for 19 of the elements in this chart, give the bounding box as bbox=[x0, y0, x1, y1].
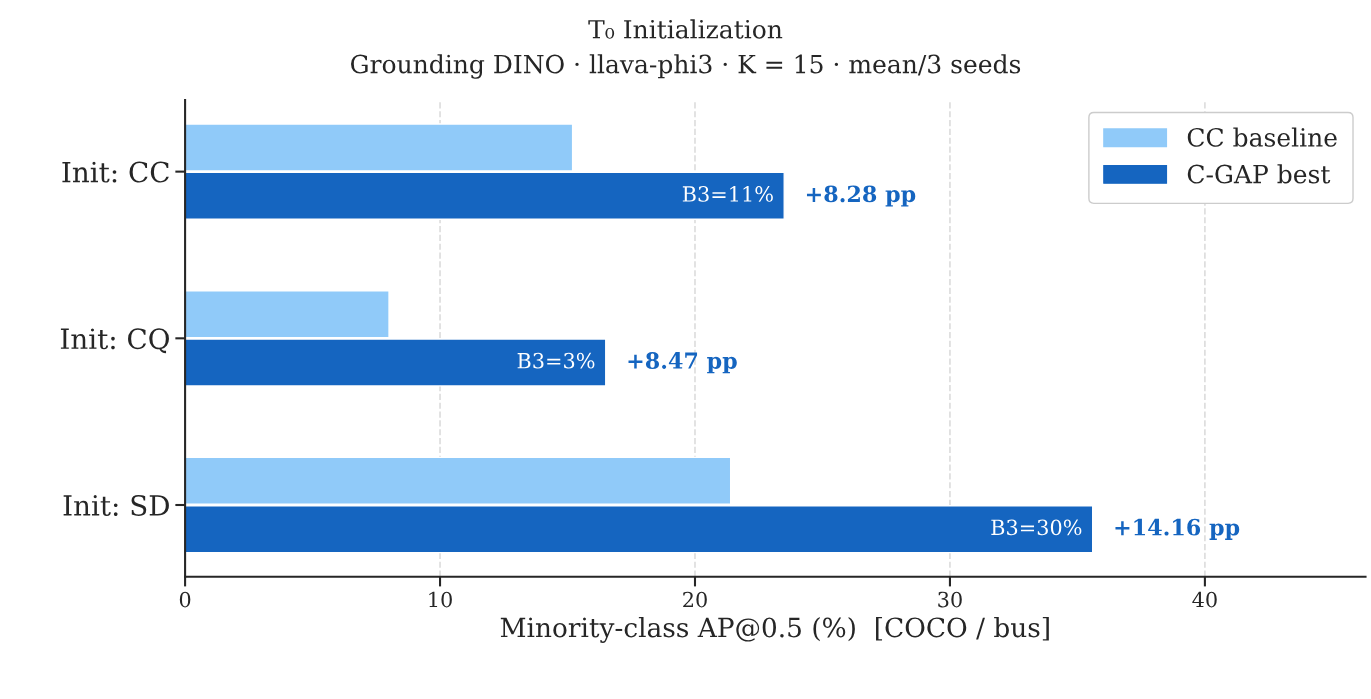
annotation: B3=11% bbox=[682, 186, 773, 202]
annotation: +8.28 pp bbox=[806, 185, 916, 207]
legend-label: C-GAP best bbox=[1187, 164, 1331, 184]
chart-subtitle: Grounding DINO · llava-phi3 · K = 15 · mean/3 seeds bbox=[351, 54, 1021, 79]
annotation: B3=3% bbox=[517, 352, 595, 369]
annotation: +14.16 pp bbox=[1115, 518, 1240, 540]
x-tick-label: 10 bbox=[429, 591, 452, 608]
annotation: +8.47 pp bbox=[628, 352, 737, 374]
chart-title: T₀ Initialization bbox=[588, 19, 783, 39]
x-tick-label: 30 bbox=[938, 591, 962, 608]
y-tick-label: Init: CQ bbox=[60, 328, 169, 354]
legend-label: CC baseline bbox=[1187, 127, 1337, 147]
y-tick-label: Init: SD bbox=[63, 494, 169, 516]
x-axis-title: Minority-class AP@0.5 (%) [COCO / bus] bbox=[500, 616, 1049, 643]
y-tick-label: Init: CC bbox=[62, 161, 169, 183]
annotation: B3=30% bbox=[991, 519, 1082, 536]
x-tick-label: 20 bbox=[683, 591, 707, 608]
x-tick-label: 40 bbox=[1192, 591, 1217, 608]
x-tick-label: 0 bbox=[179, 591, 191, 608]
